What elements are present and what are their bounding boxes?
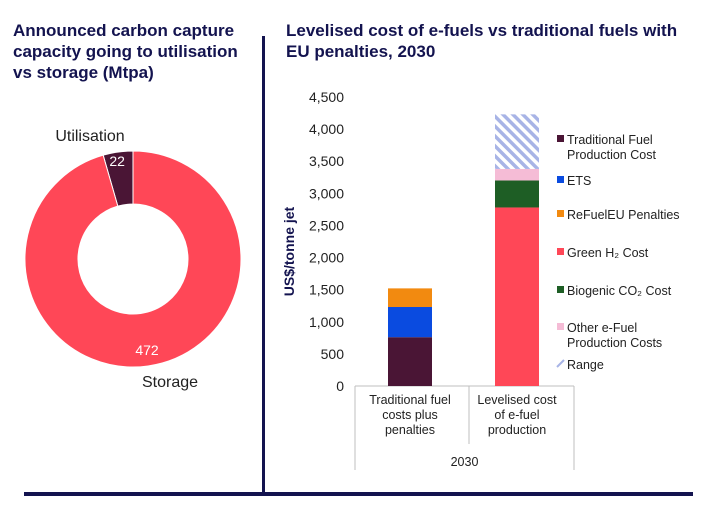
bar-segment bbox=[495, 207, 539, 386]
legend-label: ReFuelEU Penalties bbox=[567, 208, 680, 222]
bar-segment bbox=[495, 114, 539, 169]
legend-label: Traditional Fuel bbox=[567, 133, 653, 147]
legend-swatch bbox=[557, 210, 564, 217]
y-tick-label: 1,000 bbox=[309, 314, 344, 330]
vertical-divider bbox=[262, 36, 265, 494]
donut-label-storage: Storage bbox=[142, 374, 198, 391]
x-tick-label: Levelised cost bbox=[477, 393, 557, 407]
x-tick-label: of e-fuel bbox=[494, 408, 539, 422]
legend-swatch bbox=[556, 359, 565, 368]
legend-label: Range bbox=[567, 358, 604, 372]
legend-label: Production Costs bbox=[567, 336, 662, 350]
bar-segment bbox=[495, 180, 539, 208]
x-tick-label: Traditional fuel bbox=[369, 393, 451, 407]
legend-swatch bbox=[557, 176, 564, 183]
x-tick-label: production bbox=[488, 423, 546, 437]
donut-value-utilisation: 22 bbox=[109, 153, 125, 169]
x-tick-label: penalties bbox=[385, 423, 435, 437]
donut-value-storage: 472 bbox=[135, 342, 159, 358]
legend-label: Production Cost bbox=[567, 148, 656, 162]
x-axis-group-label: 2030 bbox=[451, 455, 479, 469]
y-tick-label: 2,500 bbox=[309, 217, 344, 233]
y-tick-label: 3,000 bbox=[309, 185, 344, 201]
legend-swatch bbox=[557, 248, 564, 255]
legend-label: Green H₂ Cost bbox=[567, 246, 649, 260]
donut-slice-storage bbox=[24, 150, 242, 368]
y-tick-label: 1,500 bbox=[309, 282, 344, 298]
bar-segment bbox=[388, 337, 432, 386]
y-tick-label: 2,000 bbox=[309, 250, 344, 266]
donut-label-utilisation: Utilisation bbox=[55, 128, 124, 145]
legend-swatch bbox=[557, 135, 564, 142]
legend-label: ETS bbox=[567, 174, 591, 188]
y-tick-label: 0 bbox=[336, 378, 344, 394]
legend-swatch bbox=[557, 323, 564, 330]
legend-label: Other e-Fuel bbox=[567, 321, 637, 335]
bar-chart-title: Levelised cost of e-fuels vs traditional… bbox=[286, 21, 678, 61]
bottom-rule bbox=[24, 492, 693, 496]
y-tick-label: 4,500 bbox=[309, 89, 344, 105]
bar-segment bbox=[388, 288, 432, 308]
stacked-bar-chart: 0 500 1,000 1,500 2,000 2,500 3,000 3,500 4,000 4… bbox=[281, 89, 680, 470]
legend-swatch bbox=[557, 286, 564, 293]
bar-segment bbox=[495, 168, 539, 181]
y-tick-label: 3,500 bbox=[309, 153, 344, 169]
y-tick-label: 4,000 bbox=[309, 121, 344, 137]
legend-label: Biogenic CO₂ Cost bbox=[567, 284, 672, 298]
donut-chart: 22 472 Utilisation Storage bbox=[24, 128, 242, 391]
y-tick-label: 500 bbox=[321, 346, 345, 362]
x-tick-label: costs plus bbox=[382, 408, 438, 422]
donut-chart-title: Announced carbon capture capacity going … bbox=[13, 21, 238, 82]
bar-segment bbox=[388, 307, 432, 338]
y-axis-label: US$/tonne jet bbox=[281, 206, 297, 296]
